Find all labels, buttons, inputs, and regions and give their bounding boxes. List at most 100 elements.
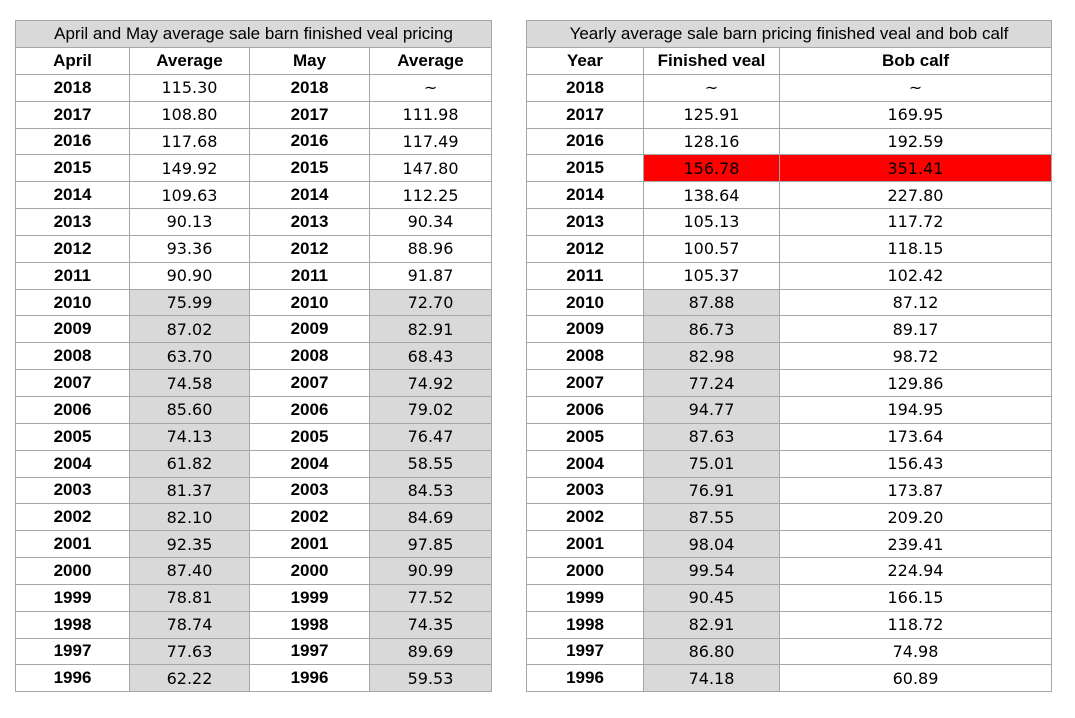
table-row: 2000 99.54 224.94 <box>526 557 1052 585</box>
year-cell: 2000 <box>526 557 644 585</box>
year-cell: 1998 <box>526 610 644 639</box>
table-row: 2003 81.37 2003 84.53 <box>15 476 493 505</box>
april-year-cell: 1999 <box>15 583 130 612</box>
april-average-cell: 77.63 <box>129 637 250 666</box>
bob-calf-cell: ~ <box>779 73 1052 102</box>
april-average-cell: 78.74 <box>129 610 250 639</box>
april-average-cell: 62.22 <box>129 664 250 693</box>
bob-calf-cell: 194.95 <box>779 395 1052 424</box>
finished-veal-cell: 77.24 <box>643 369 780 397</box>
finished-veal-cell: 87.63 <box>643 422 780 451</box>
april-year-cell: 1998 <box>15 610 130 639</box>
may-year-cell: 1997 <box>249 637 370 666</box>
may-year-cell: 2017 <box>249 100 370 129</box>
april-year-cell: 2012 <box>15 234 130 263</box>
may-average-cell: 90.99 <box>368 557 493 585</box>
table-row: 2010 75.99 2010 72.70 <box>15 288 493 317</box>
bob-calf-cell: 209.20 <box>779 503 1052 532</box>
may-year-cell: 2008 <box>249 342 370 371</box>
table-row: 1998 82.91 118.72 <box>526 610 1052 639</box>
table-row: 2004 61.82 2004 58.55 <box>15 449 493 478</box>
bob-calf-cell: 89.17 <box>779 315 1052 344</box>
bob-calf-cell: 118.15 <box>779 234 1052 263</box>
finished-veal-cell: 156.78 <box>643 154 780 183</box>
may-average-cell: 59.53 <box>368 664 493 693</box>
table-row: 2010 87.88 87.12 <box>526 288 1052 317</box>
year-cell: 2017 <box>526 100 644 129</box>
april-year-cell: 2005 <box>15 422 130 451</box>
may-average-cell: 89.69 <box>368 637 493 666</box>
bob-calf-cell: 156.43 <box>779 449 1052 478</box>
may-average-cell: 76.47 <box>368 422 493 451</box>
may-year-cell: 2013 <box>249 208 370 236</box>
may-average-cell: 58.55 <box>368 449 493 478</box>
april-average-cell: 74.13 <box>129 422 250 451</box>
table-row: 2009 86.73 89.17 <box>526 315 1052 344</box>
bob-calf-cell: 239.41 <box>779 530 1052 559</box>
april-year-cell: 2011 <box>15 261 130 290</box>
may-average-cell: 74.92 <box>368 369 493 397</box>
may-year-cell: 2003 <box>249 476 370 505</box>
year-cell: 2014 <box>526 181 644 210</box>
table-row: 2017 125.91 169.95 <box>526 100 1052 129</box>
table-row: 1999 78.81 1999 77.52 <box>15 583 493 612</box>
april-average-cell: 108.80 <box>129 100 250 129</box>
table-row: 1996 62.22 1996 59.53 <box>15 664 493 693</box>
may-average-cell: 72.70 <box>368 288 493 317</box>
april-average-cell: 90.90 <box>129 261 250 290</box>
finished-veal-cell: 87.55 <box>643 503 780 532</box>
year-cell: 1999 <box>526 583 644 612</box>
april-average-cell: 117.68 <box>129 127 250 156</box>
april-year-cell: 2009 <box>15 315 130 344</box>
table-row: 2008 63.70 2008 68.43 <box>15 342 493 371</box>
year-cell: 2002 <box>526 503 644 532</box>
bob-calf-cell: 60.89 <box>779 664 1052 693</box>
table-row: 2014 138.64 227.80 <box>526 181 1052 210</box>
header-finished-veal: Finished veal <box>643 47 780 75</box>
year-cell: 2013 <box>526 208 644 236</box>
year-cell: 2015 <box>526 154 644 183</box>
finished-veal-cell: 90.45 <box>643 583 780 612</box>
finished-veal-cell: 100.57 <box>643 234 780 263</box>
may-year-cell: 2009 <box>249 315 370 344</box>
bob-calf-cell: 87.12 <box>779 288 1052 317</box>
april-year-cell: 2008 <box>15 342 130 371</box>
may-year-cell: 2016 <box>249 127 370 156</box>
header-april-average: Average <box>129 47 250 75</box>
bob-calf-cell: 74.98 <box>779 637 1052 666</box>
april-average-cell: 109.63 <box>129 181 250 210</box>
year-cell: 2007 <box>526 369 644 397</box>
april-may-table-title: April and May average sale barn finished… <box>14 20 493 48</box>
table-row: 2005 74.13 2005 76.47 <box>15 422 493 451</box>
bob-calf-cell: 173.64 <box>779 422 1052 451</box>
table-row: 2014 109.63 2014 112.25 <box>15 181 493 210</box>
finished-veal-cell: 86.73 <box>643 315 780 344</box>
april-year-cell: 2013 <box>15 208 130 236</box>
april-year-cell: 2018 <box>15 73 130 102</box>
header-april: April <box>15 47 130 75</box>
april-average-cell: 82.10 <box>129 503 250 532</box>
may-average-cell: 88.96 <box>368 234 493 263</box>
bob-calf-cell: 118.72 <box>779 610 1052 639</box>
bob-calf-cell: 169.95 <box>779 100 1052 129</box>
finished-veal-cell: 86.80 <box>643 637 780 666</box>
yearly-table-body: 2018 ~ ~2017 125.91 169.95 2016 128.16 192.59 20… <box>526 73 1052 693</box>
table-row: 2018 ~ ~ <box>526 73 1052 102</box>
table-row: 2012 100.57 118.15 <box>526 234 1052 263</box>
header-bob-calf: Bob calf <box>779 47 1052 75</box>
may-year-cell: 2014 <box>249 181 370 210</box>
april-year-cell: 2001 <box>15 530 130 559</box>
may-year-cell: 2010 <box>249 288 370 317</box>
table-row: 1998 78.74 1998 74.35 <box>15 610 493 639</box>
may-average-cell: 97.85 <box>368 530 493 559</box>
bob-calf-cell: 351.41 <box>779 154 1052 183</box>
may-year-cell: 1998 <box>249 610 370 639</box>
bob-calf-cell: 227.80 <box>779 181 1052 210</box>
bob-calf-cell: 173.87 <box>779 476 1052 505</box>
table-row: 2017 108.80 2017 111.98 <box>15 100 493 129</box>
table-row: 2015 149.92 2015 147.80 <box>15 154 493 183</box>
table-row: 2003 76.91 173.87 <box>526 476 1052 505</box>
bob-calf-cell: 117.72 <box>779 208 1052 236</box>
may-year-cell: 2005 <box>249 422 370 451</box>
year-cell: 2011 <box>526 261 644 290</box>
